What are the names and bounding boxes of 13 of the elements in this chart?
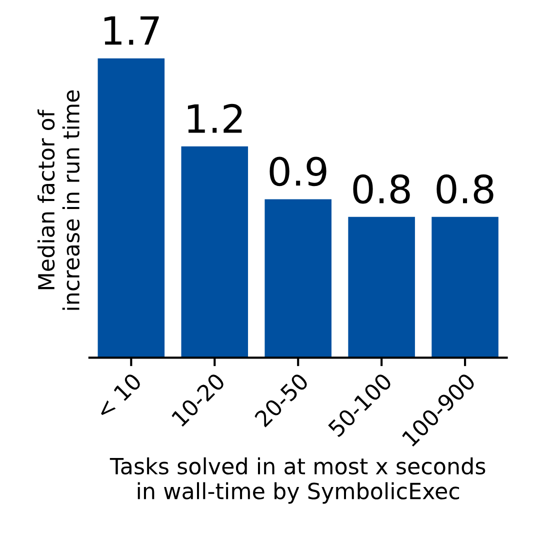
bar (348, 216, 415, 358)
x-tick-label: < 10 (94, 372, 142, 420)
x-axis-title: Tasks solved in at most x seconds in wall-time by SymbolicExec (110, 457, 486, 504)
data-label: 1.2 (188, 104, 242, 133)
bar (98, 58, 165, 358)
bar (181, 146, 248, 358)
data-label: 0.8 (436, 174, 494, 204)
bar (264, 199, 332, 358)
data-label: 0.8 (353, 174, 410, 204)
data-label: 0.9 (270, 156, 326, 186)
bar (432, 216, 498, 358)
y-axis-title: Median factor of increase in run time (37, 90, 80, 310)
data-label: 1.7 (104, 16, 159, 45)
